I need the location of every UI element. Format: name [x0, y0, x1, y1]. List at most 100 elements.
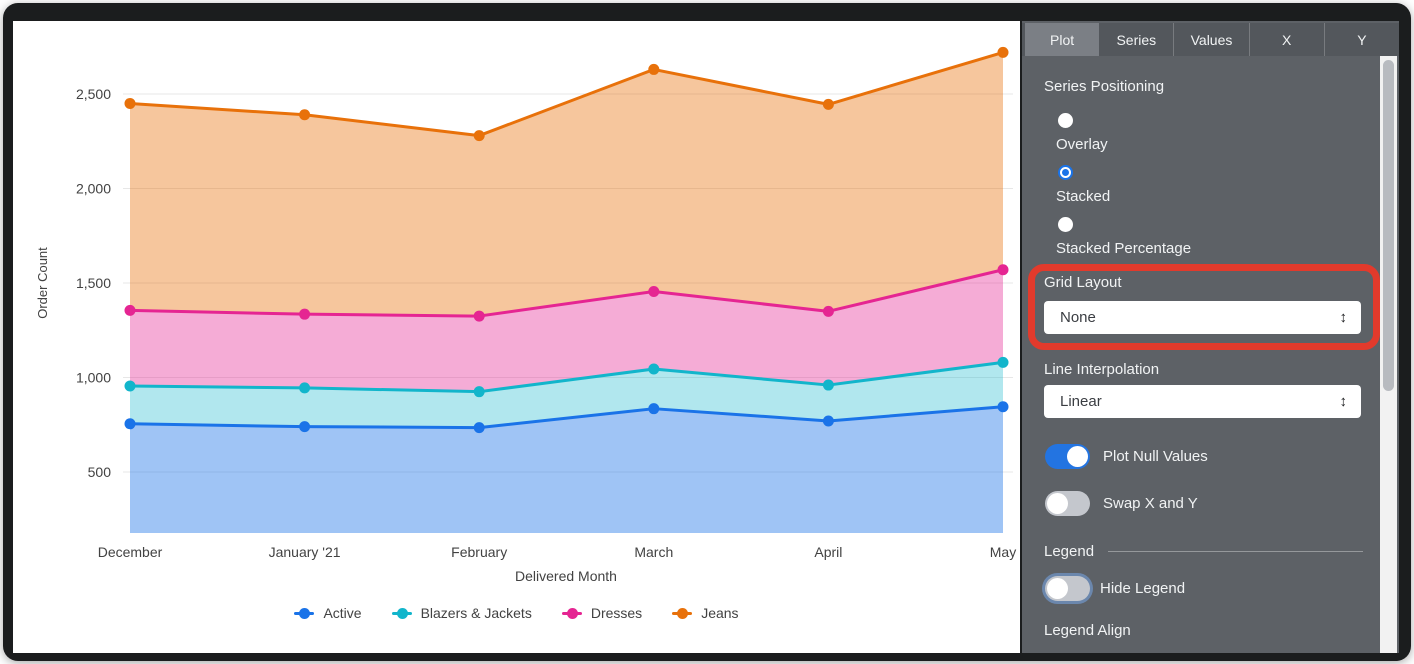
area-band — [130, 52, 1003, 317]
radio-label: Stacked — [1056, 188, 1111, 205]
toggle-knob — [1067, 446, 1088, 467]
data-point[interactable] — [124, 380, 136, 392]
stacked-area-chart: 500 1,000 1,500 2,000 2,500 December January '… — [35, 46, 1017, 584]
updown-arrows-icon: ↕ — [1339, 309, 1348, 326]
app-window: 500 1,000 1,500 2,000 2,500 December January '… — [3, 3, 1411, 661]
data-point[interactable] — [997, 264, 1009, 276]
grid-layout-label: Grid Layout — [1044, 274, 1122, 291]
series-line — [124, 46, 1009, 142]
x-tick-label: April — [814, 544, 842, 560]
data-point[interactable] — [473, 130, 485, 142]
radio-label: Stacked Percentage — [1056, 240, 1192, 257]
radio-stacked-percentage[interactable]: Stacked Percentage — [1056, 217, 1191, 259]
x-axis-title: Delivered Month — [515, 568, 617, 584]
data-point[interactable] — [299, 109, 311, 121]
data-point[interactable] — [299, 308, 311, 320]
data-point[interactable] — [822, 379, 834, 391]
x-tick-label: December — [98, 544, 163, 560]
scrollbar-thumb[interactable] — [1383, 60, 1394, 391]
hide-legend-label: Hide Legend — [1100, 580, 1186, 597]
hide-legend-row: Hide Legend — [1045, 576, 1185, 601]
radio-button-icon — [1058, 217, 1073, 232]
gridlines: 500 1,000 1,500 2,000 2,500 — [76, 86, 1013, 480]
y-tick-label: 1,000 — [76, 370, 111, 386]
radio-button-icon — [1058, 113, 1073, 128]
toggle-knob — [1047, 578, 1068, 599]
legend-label: Active — [323, 605, 362, 621]
swap-x-y-row: Swap X and Y — [1045, 491, 1198, 516]
updown-arrows-icon: ↕ — [1339, 393, 1348, 410]
tab-plot[interactable]: Plot — [1025, 23, 1100, 56]
plot-null-values-toggle[interactable] — [1045, 444, 1090, 469]
data-point[interactable] — [473, 310, 485, 322]
series-marker-icon — [561, 607, 582, 619]
series-marker-icon — [294, 607, 315, 619]
radio-overlay[interactable]: Overlay — [1056, 113, 1108, 155]
hide-legend-toggle[interactable] — [1045, 576, 1090, 601]
x-tick-label: March — [634, 544, 673, 560]
y-axis-title: Order Count — [35, 247, 50, 319]
data-point[interactable] — [822, 415, 834, 427]
y-tick-label: 1,500 — [76, 275, 111, 291]
data-point[interactable] — [124, 418, 136, 430]
data-point[interactable] — [124, 304, 136, 316]
x-axis-labels: December January '21 February March April May… — [98, 544, 1017, 584]
legend-item-active[interactable]: Active — [294, 605, 362, 621]
plot-null-values-row: Plot Null Values — [1045, 444, 1208, 469]
tab-y[interactable]: Y — [1323, 23, 1399, 56]
x-tick-label: January '21 — [269, 544, 341, 560]
chart-panel: 500 1,000 1,500 2,000 2,500 December January '… — [13, 21, 1020, 653]
grid-layout-select[interactable]: None ↕ — [1044, 301, 1361, 334]
data-point[interactable] — [648, 403, 660, 415]
data-point[interactable] — [822, 305, 834, 317]
data-point[interactable] — [822, 98, 834, 110]
toggle-knob — [1047, 493, 1068, 514]
series-line — [124, 264, 1009, 322]
section-divider — [1108, 550, 1363, 552]
series-line — [124, 401, 1009, 434]
radio-button-icon — [1058, 165, 1073, 180]
legend-label: Blazers & Jackets — [420, 605, 532, 621]
tab-values[interactable]: Values — [1173, 23, 1249, 56]
plot-null-values-label: Plot Null Values — [1103, 448, 1208, 465]
data-point[interactable] — [648, 63, 660, 75]
radio-stacked[interactable]: Stacked — [1056, 165, 1110, 207]
tab-x[interactable]: X — [1248, 23, 1324, 56]
legend-item-jeans[interactable]: Jeans — [672, 605, 739, 621]
data-point[interactable] — [299, 382, 311, 394]
legend-item-dresses[interactable]: Dresses — [561, 605, 643, 621]
legend-align-label: Legend Align — [1044, 622, 1131, 639]
tab-series[interactable]: Series — [1099, 23, 1174, 56]
y-tick-label: 2,000 — [76, 181, 111, 197]
data-point[interactable] — [473, 386, 485, 398]
data-point[interactable] — [648, 286, 660, 298]
data-point[interactable] — [997, 356, 1009, 368]
data-point[interactable] — [648, 363, 660, 375]
area-band — [130, 362, 1003, 428]
data-point[interactable] — [473, 422, 485, 434]
data-point[interactable] — [997, 46, 1009, 58]
area-band — [130, 269, 1003, 392]
line-interpolation-label: Line Interpolation — [1044, 361, 1160, 378]
y-tick-label: 2,500 — [76, 86, 111, 102]
data-point[interactable] — [124, 97, 136, 109]
series-line — [124, 356, 1009, 398]
chart-legend: Active Blazers & Jackets Dresses Jeans — [13, 605, 1020, 621]
radio-label: Overlay — [1056, 136, 1108, 153]
series-marker-icon — [391, 607, 412, 619]
scrollbar-track[interactable] — [1380, 56, 1397, 653]
series-positioning-label: Series Positioning — [1044, 78, 1165, 95]
line-interpolation-select[interactable]: Linear ↕ — [1044, 385, 1361, 418]
data-point[interactable] — [997, 401, 1009, 413]
legend-label: Dresses — [590, 605, 643, 621]
grid-layout-value: None — [1060, 309, 1096, 326]
data-point[interactable] — [299, 421, 311, 433]
swap-x-and-y-toggle[interactable] — [1045, 491, 1090, 516]
legend-label: Jeans — [701, 605, 739, 621]
legend-section-header: Legend — [1044, 541, 1363, 561]
x-tick-label: May — [990, 544, 1016, 560]
y-tick-label: 500 — [88, 464, 112, 480]
legend-item-blazers-jackets[interactable]: Blazers & Jackets — [391, 605, 532, 621]
settings-panel: Plot Series Values X Y Series Positionin… — [1022, 21, 1399, 653]
